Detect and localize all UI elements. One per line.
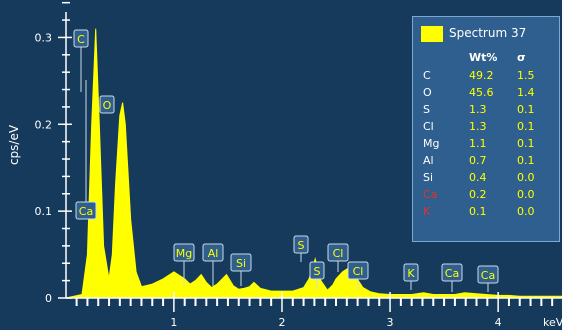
- element-symbol: Mg: [423, 137, 440, 150]
- sigma-value: 1.4: [517, 86, 535, 99]
- peak-label: K: [407, 267, 415, 280]
- spectrum-area: [65, 28, 562, 299]
- x-axis-unit: keV: [543, 316, 562, 329]
- weight-percent: 0.2: [469, 188, 487, 201]
- sigma-value: 0.0: [517, 188, 535, 201]
- peak-label: S: [314, 265, 321, 278]
- peak-label-box: [230, 253, 252, 272]
- table-row: Cl 1.3 0.1: [413, 120, 561, 137]
- weight-percent: 49.2: [469, 69, 494, 82]
- weight-percent: 0.7: [469, 154, 487, 167]
- sigma-value: 0.1: [517, 120, 535, 133]
- peak-label: Ca: [79, 205, 93, 218]
- sigma-value: 0.1: [517, 103, 535, 116]
- peak-label: Mg: [176, 247, 192, 260]
- x-tick-label: 3: [387, 316, 394, 329]
- legend-table: Spectrum 37 Wt% σ C 49.2 1.5 O 45.6 1.4 S 1.3 0.…: [412, 16, 560, 242]
- legend-series-name: Spectrum 37: [449, 26, 527, 40]
- weight-percent: 45.6: [469, 86, 494, 99]
- peak-label: Ca: [481, 269, 495, 282]
- peak-label: Si: [236, 257, 246, 270]
- peak-label: Ca: [445, 267, 459, 280]
- x-tick-label: 2: [278, 316, 285, 329]
- peak-label: C: [77, 33, 85, 46]
- peak-label-box: [99, 95, 115, 114]
- element-symbol: Ca: [423, 188, 438, 201]
- peak-label-box: [327, 243, 349, 262]
- table-row: Mg 1.1 0.1: [413, 137, 561, 154]
- peak-label-box: [293, 235, 309, 254]
- peak-label-box: [173, 243, 195, 262]
- header-sigma: σ: [517, 51, 526, 64]
- element-symbol: Al: [423, 154, 434, 167]
- peak-label: S: [298, 239, 305, 252]
- peak-label-box: [403, 263, 419, 282]
- peak-label-box: [347, 261, 369, 280]
- table-row: Ca 0.2 0.0: [413, 188, 561, 205]
- peak-label-box: [75, 201, 97, 220]
- peak-label-box: [202, 243, 224, 262]
- peak-label: O: [103, 99, 112, 112]
- peak-label-box: [441, 263, 463, 282]
- table-row: K 0.1 0.0: [413, 205, 561, 222]
- legend-swatch: [421, 26, 443, 42]
- x-tick-label: 4: [495, 316, 502, 329]
- element-symbol: O: [423, 86, 432, 99]
- y-tick-label: 0: [45, 292, 52, 305]
- weight-percent: 1.3: [469, 120, 487, 133]
- table-row: C 49.2 1.5: [413, 69, 561, 86]
- y-tick-label: 0.2: [35, 118, 53, 131]
- weight-percent: 1.3: [469, 103, 487, 116]
- sigma-value: 1.5: [517, 69, 535, 82]
- x-tick-label: 1: [170, 316, 177, 329]
- peak-label-box: [73, 29, 89, 48]
- y-tick-label: 0.1: [35, 205, 53, 218]
- y-axis-label: cps/eV: [7, 124, 22, 166]
- element-symbol: S: [423, 103, 430, 116]
- peak-label: Cl: [353, 265, 364, 278]
- peak-label: Cl: [333, 247, 344, 260]
- table-row: O 45.6 1.4: [413, 86, 561, 103]
- peak-label-box: [477, 265, 499, 284]
- element-symbol: K: [423, 205, 431, 218]
- y-tick-label: 0.3: [35, 31, 53, 44]
- table-row: Si 0.4 0.0: [413, 171, 561, 188]
- peak-label: Al: [208, 247, 219, 260]
- element-symbol: C: [423, 69, 431, 82]
- sigma-value: 0.1: [517, 137, 535, 150]
- table-row: S 1.3 0.1: [413, 103, 561, 120]
- sigma-value: 0.1: [517, 154, 535, 167]
- sigma-value: 0.0: [517, 171, 535, 184]
- element-symbol: Si: [423, 171, 434, 184]
- table-row: Al 0.7 0.1: [413, 154, 561, 171]
- weight-percent: 1.1: [469, 137, 487, 150]
- peak-label-box: [309, 261, 325, 280]
- element-symbol: Cl: [423, 120, 434, 133]
- header-wt: Wt%: [469, 51, 498, 64]
- weight-percent: 0.1: [469, 205, 487, 218]
- sigma-value: 0.0: [517, 205, 535, 218]
- weight-percent: 0.4: [469, 171, 487, 184]
